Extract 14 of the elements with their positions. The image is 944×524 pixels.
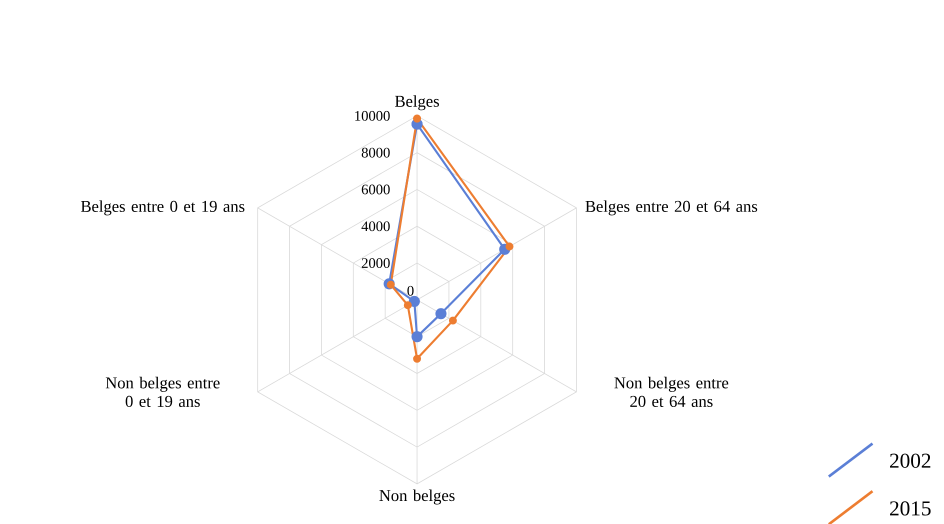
spoke-label: Belges <box>395 95 439 110</box>
y-tick-label: 0 <box>407 286 414 296</box>
spoke-label: Non belges entre 0 et 19 ans <box>106 376 220 407</box>
y-tick-label: 4000 <box>361 221 390 232</box>
y-tick-label: 2000 <box>362 258 390 268</box>
spoke-label: Non belges entre 20 et 64 ans <box>614 376 728 407</box>
y-tick-label: 10000 <box>355 110 390 121</box>
spoke-label: Non belges <box>379 489 455 504</box>
legend-label: 2002 <box>890 453 930 468</box>
spoke-label: Belges entre 0 et 19 ans <box>80 200 244 216</box>
y-tick-label: 8000 <box>362 148 390 158</box>
legend-label: 2015 <box>890 501 931 516</box>
spoke-label: Belges entre 20 et 64 ans <box>585 200 758 216</box>
y-tick-label: 6000 <box>362 184 390 194</box>
